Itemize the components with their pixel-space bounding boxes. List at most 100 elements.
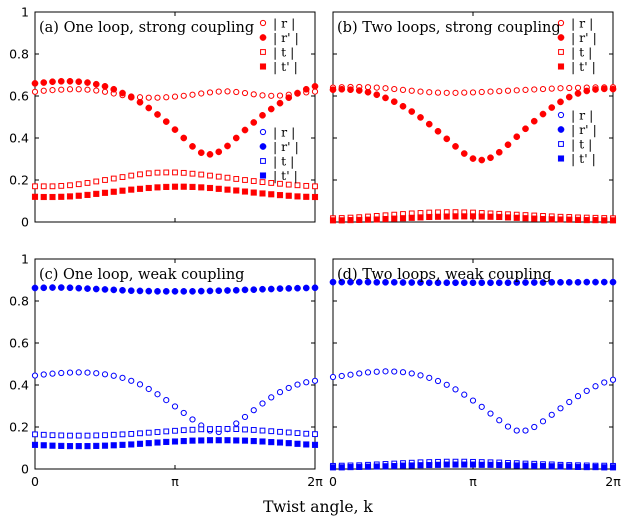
data-point [391, 463, 398, 470]
data-point [496, 88, 503, 95]
data-point [382, 463, 389, 470]
data-point [31, 80, 39, 87]
data-point [93, 190, 100, 197]
data-point [145, 385, 152, 393]
data-point [198, 426, 205, 433]
data-point [364, 88, 372, 96]
data-point [600, 85, 608, 93]
data-point [539, 418, 547, 425]
data-point [58, 86, 65, 93]
data-point [171, 183, 179, 190]
data-point [434, 213, 442, 220]
data-point [460, 279, 468, 287]
data-point [40, 79, 48, 86]
data-point [504, 462, 512, 469]
series-3 [31, 437, 319, 450]
data-point [425, 120, 433, 128]
data-point [347, 217, 354, 224]
data-point [250, 286, 258, 294]
data-point [197, 287, 205, 295]
data-point [49, 193, 56, 201]
data-point [311, 82, 319, 90]
data-point [373, 216, 380, 223]
data-point [303, 430, 310, 437]
data-point [513, 279, 521, 286]
data-point [101, 442, 109, 449]
data-point [277, 428, 283, 435]
data-point [101, 189, 109, 196]
data-point [426, 461, 433, 469]
panel-c: 0 0.2 0.4 0.6 0.8 1 0 π 2π (c) One loop, weak cou… [9, 125, 323, 490]
legend-label: | t | [571, 45, 592, 60]
data-point [347, 86, 354, 94]
legend-label: | r | [273, 16, 295, 31]
data-point [224, 287, 231, 294]
data-point [329, 373, 337, 381]
data-point [461, 89, 468, 96]
data-point [215, 425, 222, 432]
data-point [452, 89, 459, 96]
data-point [49, 442, 56, 449]
data-point [171, 287, 179, 295]
data-point [84, 191, 91, 198]
data-point [110, 431, 117, 438]
legend-label: | t | [273, 45, 294, 60]
data-point [609, 278, 617, 286]
data-point [574, 90, 582, 97]
data-point [189, 91, 196, 98]
legend-marker [260, 158, 266, 164]
data-point [548, 216, 555, 223]
data-point [609, 464, 617, 471]
data-point [557, 405, 564, 412]
data-point [92, 285, 100, 293]
data-point [75, 86, 82, 93]
data-point [443, 461, 450, 468]
data-point [189, 143, 196, 150]
data-point [242, 426, 248, 433]
panel-title: (b) Two loops, strong coupling [337, 20, 561, 36]
legend-label: | r | [273, 125, 295, 140]
data-point [557, 216, 564, 223]
series-1 [31, 77, 319, 158]
data-point [382, 85, 389, 92]
data-point [347, 371, 354, 378]
data-point [364, 369, 372, 376]
data-point [145, 170, 152, 177]
data-point [294, 89, 301, 97]
legend-marker [557, 111, 565, 119]
data-point [250, 407, 257, 414]
data-point [522, 215, 529, 222]
data-point [180, 427, 187, 434]
legend-label: | r | [571, 108, 593, 123]
data-point [198, 171, 205, 178]
data-point [557, 85, 564, 92]
x-tick-label: π [469, 474, 477, 489]
data-point [557, 463, 564, 470]
data-point [356, 463, 363, 470]
data-point [592, 464, 599, 471]
legend-label: | t' | [273, 168, 298, 183]
data-point [224, 88, 231, 95]
data-point [241, 89, 249, 97]
data-point [513, 133, 521, 141]
data-point [136, 381, 144, 388]
data-point [84, 443, 91, 450]
legend-marker [259, 63, 267, 70]
data-point [75, 181, 82, 188]
data-point [399, 215, 407, 222]
data-point [66, 443, 74, 450]
data-point [198, 184, 205, 191]
panel-title: (d) Two loops, weak coupling [337, 267, 552, 283]
data-point [250, 119, 258, 126]
data-point [417, 279, 424, 286]
data-point [285, 192, 292, 199]
data-point [522, 279, 529, 286]
data-point [478, 403, 485, 410]
data-point [461, 391, 468, 398]
data-point [531, 462, 538, 469]
data-point [128, 431, 135, 437]
data-point [180, 169, 187, 176]
data-point [250, 189, 257, 196]
data-point [215, 185, 222, 192]
